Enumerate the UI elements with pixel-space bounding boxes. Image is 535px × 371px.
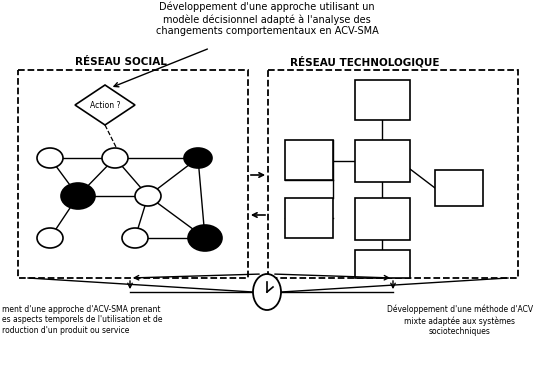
- Bar: [285, 140, 333, 180]
- Ellipse shape: [188, 225, 222, 251]
- Text: RÉSEAU TECHNOLOGIQUE: RÉSEAU TECHNOLOGIQUE: [290, 56, 439, 68]
- Text: RÉSEAU SOCIAL: RÉSEAU SOCIAL: [75, 57, 167, 67]
- Text: ment d'une approche d'ACV-SMA prenant
es aspects temporels de l'utilisation et d: ment d'une approche d'ACV-SMA prenant es…: [2, 305, 163, 335]
- Bar: [355, 198, 410, 240]
- Text: Développement d'une approche utilisant un
modèle décisionnel adapté à l'analyse : Développement d'une approche utilisant u…: [156, 2, 378, 36]
- Ellipse shape: [37, 228, 63, 248]
- Ellipse shape: [253, 274, 281, 310]
- Ellipse shape: [102, 148, 128, 168]
- Ellipse shape: [61, 183, 95, 209]
- Text: Action ?: Action ?: [90, 101, 120, 109]
- Ellipse shape: [122, 228, 148, 248]
- Bar: [435, 170, 483, 206]
- Ellipse shape: [184, 148, 212, 168]
- Bar: [285, 198, 333, 238]
- Bar: [355, 250, 410, 278]
- Ellipse shape: [135, 186, 161, 206]
- Ellipse shape: [37, 148, 63, 168]
- Text: Développement d'une méthode d'ACV
mixte adaptée aux systèmes
sociotechniques: Développement d'une méthode d'ACV mixte …: [387, 305, 533, 336]
- Bar: [355, 140, 410, 182]
- Bar: [355, 80, 410, 120]
